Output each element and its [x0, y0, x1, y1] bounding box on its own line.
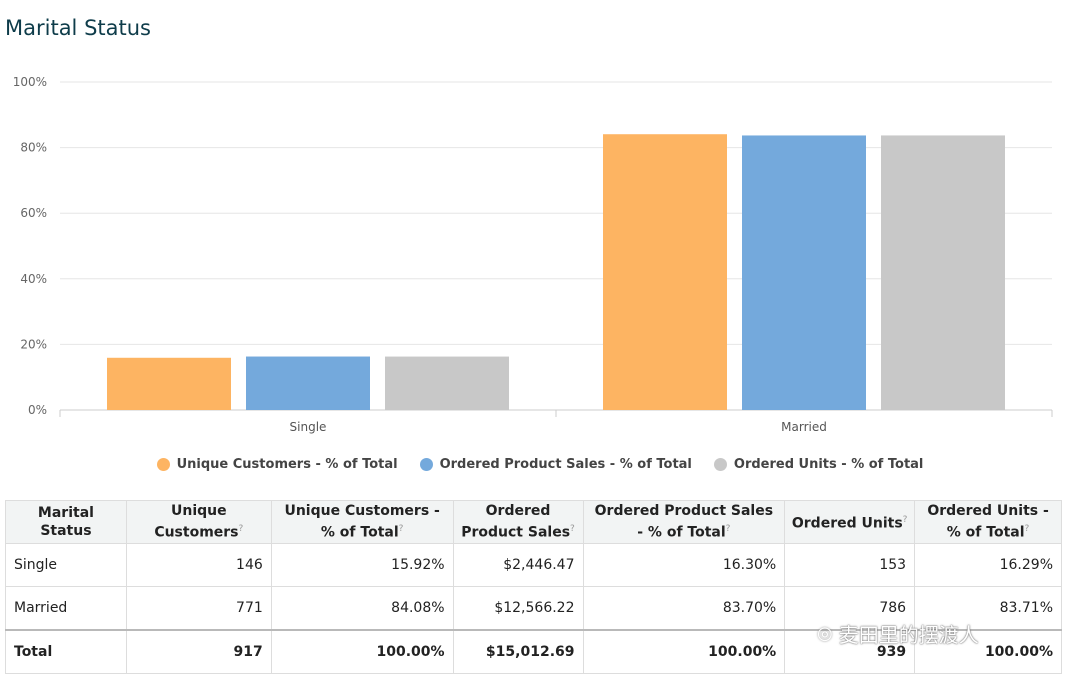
- cell-total-label: Total: [5, 629, 127, 674]
- legend-item-ordered-units[interactable]: Ordered Units - % of Total: [713, 457, 924, 472]
- x-tick-label: Married: [781, 420, 827, 434]
- legend-label: Ordered Units - % of Total: [733, 457, 924, 472]
- legend-item-unique-customers[interactable]: Unique Customers - % of Total: [156, 457, 398, 472]
- cell-ordered-product-sales-pct: 16.30%: [582, 543, 786, 587]
- cell-total-unique-customers: 917: [125, 629, 272, 674]
- bar-single-series-2: [385, 356, 509, 410]
- bar-married-series-1: [742, 135, 866, 410]
- cell-ordered-units: 153: [784, 543, 916, 587]
- cell-total-ordered-product-sales-pct: 100.00%: [582, 629, 786, 674]
- col-header-unique-customers-pct[interactable]: Unique Customers - % of Total?: [270, 500, 454, 544]
- col-header-ordered-product-sales-pct[interactable]: Ordered Product Sales - % of Total?: [582, 500, 786, 544]
- col-header-unique-customers[interactable]: Unique Customers?: [125, 500, 272, 544]
- help-icon[interactable]: ?: [398, 524, 404, 535]
- help-icon[interactable]: ?: [902, 515, 908, 526]
- y-tick-label: 20%: [20, 337, 47, 351]
- cell-ordered-units-pct: 16.29%: [914, 543, 1062, 587]
- x-tick-label: Single: [290, 420, 327, 434]
- cell-ordered-product-sales: $12,566.22: [452, 586, 584, 631]
- cell-unique-customers: 771: [125, 586, 272, 631]
- help-icon[interactable]: ?: [1024, 524, 1030, 535]
- col-header-ordered-units[interactable]: Ordered Units?: [784, 500, 916, 544]
- y-tick-label: 100%: [13, 75, 47, 89]
- bar-chart: 0% 20% 40% 60% 80% 100% Single Married: [13, 75, 1053, 434]
- col-header-ordered-product-sales[interactable]: Ordered Product Sales?: [452, 500, 584, 544]
- wechat-icon: ◎: [817, 623, 833, 644]
- legend-item-ordered-product-sales[interactable]: Ordered Product Sales - % of Total: [419, 457, 692, 472]
- table-header-row: Marital Status Unique Customers? Unique …: [5, 500, 1062, 544]
- legend-label: Unique Customers - % of Total: [176, 457, 398, 472]
- cell-unique-customers-pct: 15.92%: [270, 543, 454, 587]
- legend-swatch-gray: [713, 458, 727, 471]
- cell-total-unique-customers-pct: 100.00%: [270, 629, 454, 674]
- cell-total-ordered-units-pct: 100.00%: [914, 629, 1062, 674]
- bar-married-series-0: [603, 134, 727, 410]
- bar-single-series-0: [107, 357, 231, 410]
- y-tick-label: 80%: [20, 141, 47, 155]
- y-tick-label: 40%: [20, 272, 47, 286]
- table-row: Single 146 15.92% $2,446.47 16.30% 153 1…: [5, 543, 1062, 587]
- cell-ordered-units: 786: [784, 586, 916, 631]
- bar-single-series-1: [246, 356, 370, 410]
- legend-swatch-orange: [156, 458, 170, 471]
- cell-ordered-units-pct: 83.71%: [914, 586, 1062, 631]
- help-icon[interactable]: ?: [570, 524, 575, 535]
- help-icon[interactable]: ?: [725, 524, 731, 535]
- cell-ordered-product-sales-pct: 83.70%: [582, 586, 786, 631]
- cell-marital-status: Married: [5, 586, 127, 631]
- y-tick-label: 0%: [28, 403, 47, 417]
- table-row: Married 771 84.08% $12,566.22 83.70% 786…: [5, 586, 1062, 631]
- cell-total-ordered-product-sales: $15,012.69: [452, 629, 584, 674]
- legend-swatch-blue: [419, 458, 433, 471]
- cell-unique-customers: 146: [125, 543, 272, 587]
- chart-legend: Unique Customers - % of Total Ordered Pr…: [0, 457, 1080, 472]
- watermark: ◎ 麦田里的摆渡人: [817, 619, 979, 648]
- y-tick-label: 60%: [20, 206, 47, 220]
- chart-title: Marital Status: [5, 16, 151, 40]
- table-total-row: Total 917 100.00% $15,012.69 100.00% 939…: [5, 629, 1062, 674]
- help-icon[interactable]: ?: [238, 524, 244, 535]
- col-header-marital-status[interactable]: Marital Status: [5, 500, 127, 544]
- bar-married-series-2: [881, 135, 1005, 410]
- cell-ordered-product-sales: $2,446.47: [452, 543, 584, 587]
- col-header-ordered-units-pct[interactable]: Ordered Units - % of Total?: [914, 500, 1062, 544]
- cell-marital-status: Single: [5, 543, 127, 587]
- marital-status-table: Marital Status Unique Customers? Unique …: [5, 500, 1062, 674]
- cell-total-ordered-units: 939: [784, 629, 916, 674]
- watermark-text: 麦田里的摆渡人: [838, 623, 979, 647]
- legend-label: Ordered Product Sales - % of Total: [439, 457, 692, 472]
- cell-unique-customers-pct: 84.08%: [270, 586, 454, 631]
